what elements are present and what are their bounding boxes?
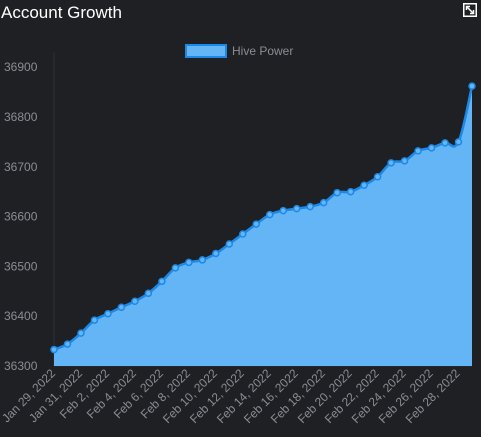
account-growth-chart: 36300 36400 36500 36600 36700 36800 36900 Jan … <box>0 52 476 426</box>
data-point[interactable] <box>104 309 112 318</box>
data-point[interactable] <box>333 188 341 197</box>
data-point[interactable] <box>346 187 355 196</box>
y-tick-label: 36300 <box>4 359 38 373</box>
data-point[interactable] <box>131 297 139 306</box>
data-point[interactable] <box>171 264 180 272</box>
expand-icon[interactable] <box>463 3 477 17</box>
data-point[interactable] <box>400 157 409 165</box>
page-title: Account Growth <box>1 3 122 22</box>
data-point[interactable] <box>63 340 72 348</box>
y-axis: 36300 36400 36500 36600 36700 36800 36900 <box>4 52 55 373</box>
data-point[interactable] <box>225 240 234 248</box>
series-area-hive-power <box>54 86 472 367</box>
data-point[interactable] <box>212 249 220 258</box>
chart-header: Account Growth <box>0 0 481 28</box>
legend-swatch-hive-power[interactable] <box>185 44 227 58</box>
data-point[interactable] <box>77 329 85 337</box>
data-point[interactable] <box>360 181 368 189</box>
data-point[interactable] <box>427 144 436 152</box>
data-point[interactable] <box>468 82 476 90</box>
y-tick-label: 36700 <box>4 160 38 174</box>
y-tick-label: 36500 <box>4 259 38 273</box>
data-point[interactable] <box>90 316 99 324</box>
plot-area <box>50 82 476 367</box>
data-point[interactable] <box>306 202 314 211</box>
data-point[interactable] <box>252 220 261 228</box>
y-tick-label: 36900 <box>4 60 38 74</box>
data-point[interactable] <box>387 159 395 167</box>
legend-label-hive-power[interactable]: Hive Power <box>232 44 294 58</box>
data-point[interactable] <box>198 256 207 264</box>
data-point[interactable] <box>319 198 328 207</box>
data-point[interactable] <box>454 138 463 146</box>
data-point[interactable] <box>441 139 449 147</box>
data-point[interactable] <box>265 210 274 219</box>
data-point[interactable] <box>239 230 247 238</box>
data-point[interactable] <box>144 289 153 298</box>
data-point[interactable] <box>158 277 166 286</box>
data-point[interactable] <box>279 206 287 215</box>
y-tick-label: 36800 <box>4 110 38 124</box>
y-tick-label: 36600 <box>4 210 38 224</box>
data-point[interactable] <box>117 303 126 311</box>
data-point[interactable] <box>185 258 193 267</box>
data-point[interactable] <box>292 204 301 213</box>
data-point[interactable] <box>414 147 422 155</box>
data-point[interactable] <box>373 173 382 181</box>
y-tick-label: 36400 <box>4 309 38 323</box>
data-point[interactable] <box>50 345 58 354</box>
